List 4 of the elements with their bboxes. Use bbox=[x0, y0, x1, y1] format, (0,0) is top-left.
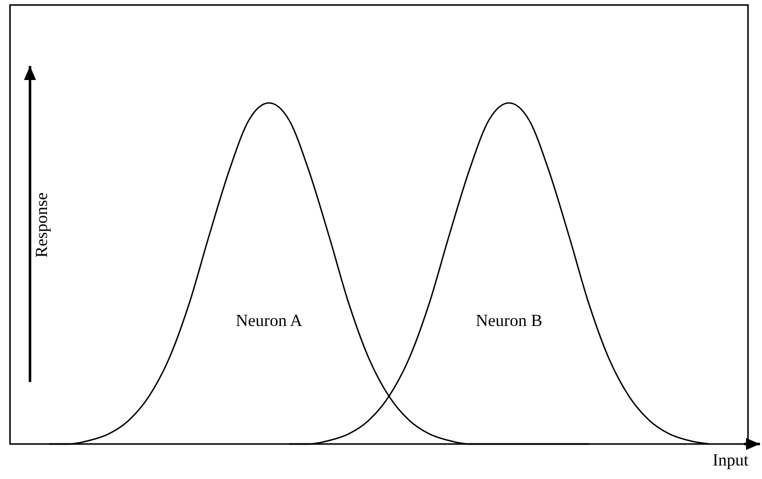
x-axis-title: Input bbox=[712, 450, 749, 470]
text: Neuron A bbox=[236, 311, 304, 330]
text: Neuron B bbox=[476, 311, 542, 330]
y-axis-title: Response bbox=[32, 192, 51, 258]
